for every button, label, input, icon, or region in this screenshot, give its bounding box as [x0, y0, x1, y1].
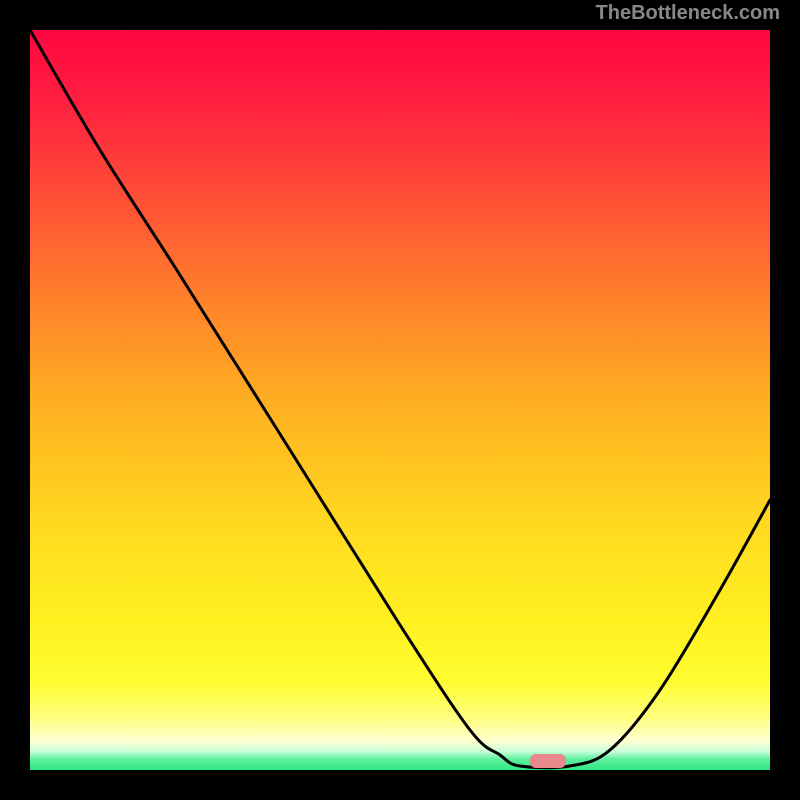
optimal-marker: [530, 754, 566, 768]
bottleneck-curve: [30, 30, 770, 770]
watermark-text: TheBottleneck.com: [596, 2, 780, 25]
chart-container: TheBottleneck.com: [0, 0, 800, 800]
chart-plot-area: [30, 30, 770, 770]
